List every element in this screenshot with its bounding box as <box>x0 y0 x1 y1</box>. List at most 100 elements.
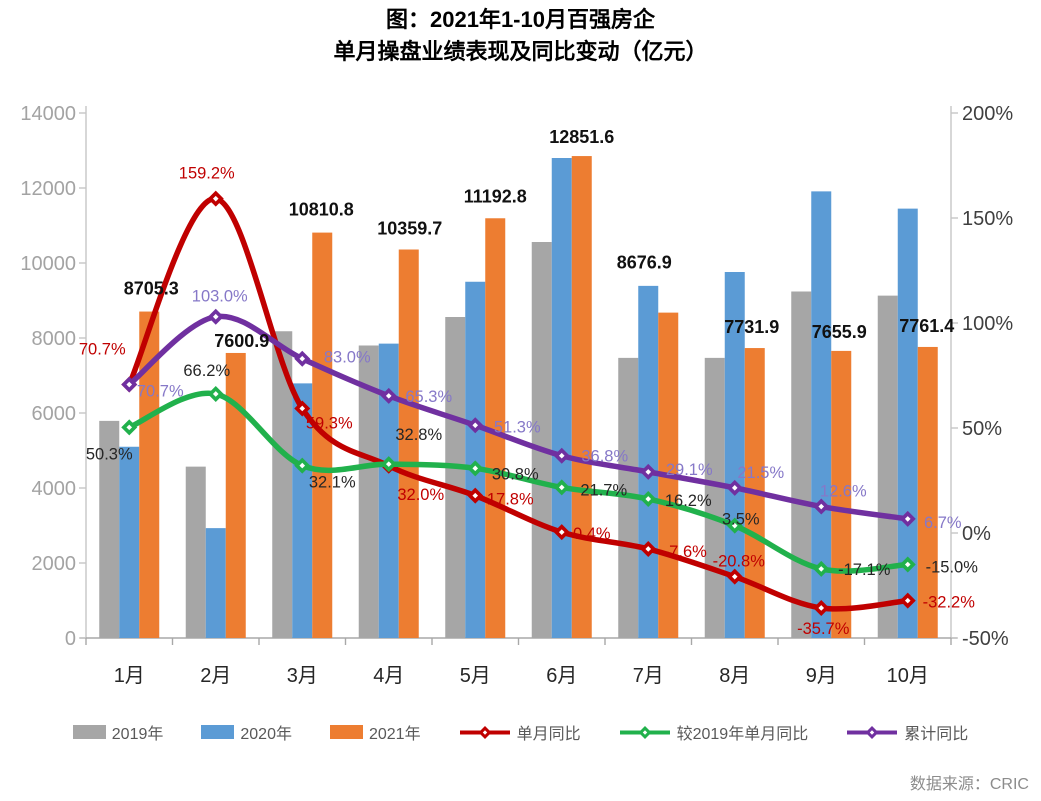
monthly-yoy-marker-dot-m2 <box>212 195 219 202</box>
legend-label: 2021年 <box>368 726 421 743</box>
legend-item-monthly-yoy: 单月同比 <box>459 720 581 744</box>
x-axis-label: 9月 <box>806 665 837 687</box>
vs-2019-monthly-yoy-marker-dot-m10 <box>904 561 911 568</box>
legend-label: 累计同比 <box>904 726 969 743</box>
monthly-yoy-label-m4: 32.0% <box>397 486 444 504</box>
bar-2020-m4 <box>378 343 399 638</box>
monthly-yoy-label-m7: -7.6% <box>664 543 707 561</box>
cumulative-yoy-line <box>126 313 911 522</box>
vs-2019-monthly-yoy-marker-dot-m9 <box>818 566 825 572</box>
bar-2019-m6 <box>531 242 552 638</box>
legend-line-marker <box>619 725 670 739</box>
monthly-yoy-label-m1: 70.7% <box>79 341 126 359</box>
bar-2019-m3 <box>272 331 293 638</box>
y-right-tick-label: 200% <box>962 103 1013 125</box>
bar-2021-value-label-m4: 10359.7 <box>377 219 442 239</box>
y-left-tick-label: 0 <box>65 628 76 650</box>
monthly-yoy-marker-dot-m8 <box>731 573 738 580</box>
monthly-yoy-label-m9: -35.7% <box>797 620 850 638</box>
y-left-tick-label: 8000 <box>32 328 77 350</box>
x-axis-label: 2月 <box>200 665 231 687</box>
bar-2020-m10 <box>897 208 918 638</box>
bar-2020-m6 <box>551 158 572 638</box>
bar-2021-m1 <box>139 311 160 638</box>
cumulative-yoy-marker-dot-m1 <box>126 381 133 388</box>
chart-legend: 2019年 2020年 2021年 单月同比 较2019年单月同比 累计同比 <box>0 720 1041 744</box>
vs-2019-monthly-yoy-label-m1: 50.3% <box>86 445 133 463</box>
y-left-tick-label: 4000 <box>32 478 77 500</box>
cumulative-yoy-marker-dot-m7 <box>645 469 652 475</box>
y-right-tick-label: 100% <box>962 313 1013 335</box>
vs-2019-monthly-yoy-label-m3: 32.1% <box>309 474 356 492</box>
cumulative-yoy-label-m7: 29.1% <box>666 461 713 479</box>
cumulative-yoy-label-m1: 70.7% <box>137 383 184 401</box>
monthly-yoy-marker-dot-m5 <box>472 492 479 499</box>
vs-2019-monthly-yoy-marker-dot-m8 <box>731 522 738 529</box>
legend-item-cumulative-yoy: 累计同比 <box>846 720 968 744</box>
cumulative-yoy-marker-dot-m10 <box>904 516 911 522</box>
cumulative-yoy-label-m10: 6.7% <box>924 514 962 532</box>
bar-2021-value-label-m9: 7655.9 <box>812 322 867 342</box>
y-left-tick-label: 6000 <box>32 403 77 425</box>
vs-2019-monthly-yoy-marker-dot-m1 <box>126 424 133 431</box>
monthly-yoy-label-m10: -32.2% <box>923 594 976 612</box>
legend-item-vs-2019-monthly-yoy: 较2019年单月同比 <box>619 720 809 744</box>
bar-2021-value-label-m7: 8676.9 <box>617 253 672 273</box>
vs-2019-monthly-yoy-label-m7: 16.2% <box>665 492 712 510</box>
vs-2019-monthly-yoy-label-m10: -15.0% <box>926 559 979 577</box>
bar-2020-m5 <box>465 281 486 638</box>
bar-2019-m9 <box>791 291 812 638</box>
bar-2021-value-label-m2: 7600.9 <box>214 331 269 351</box>
monthly-yoy-marker-dot-m7 <box>645 546 652 552</box>
vs-2019-monthly-yoy-marker-dot-m5 <box>472 465 479 472</box>
cumulative-yoy-label-m6: 36.8% <box>581 448 628 466</box>
monthly-yoy-marker-dot-m9 <box>818 605 825 611</box>
monthly-yoy-label-m3: 59.3% <box>306 414 353 432</box>
bar-2021-m4 <box>398 249 419 639</box>
vs-2019-monthly-yoy-line <box>126 390 911 574</box>
bar-2021-m9 <box>831 350 852 638</box>
bar-2020-m3 <box>292 383 313 638</box>
bar-2021-value-label-m6: 12851.6 <box>549 127 614 147</box>
data-source-label: 数据来源：CRIC <box>909 776 1029 793</box>
vs-2019-monthly-yoy-label-m9: -17.1% <box>838 561 891 579</box>
cumulative-yoy-label-m2: 103.0% <box>192 288 248 306</box>
legend-label: 2020年 <box>240 726 292 743</box>
bar-2021-value-label-m8: 7731.9 <box>724 317 779 337</box>
cumulative-yoy-marker-dot-m6 <box>558 452 565 459</box>
monthly-yoy-marker-dot-m6 <box>558 529 565 535</box>
bar-2019-m10 <box>877 295 898 638</box>
bar-2020-m9 <box>811 191 832 638</box>
y-right-tick-label: 150% <box>962 208 1013 230</box>
bar-2021-m10 <box>917 346 938 638</box>
monthly-yoy-label-m5: 17.8% <box>487 491 534 509</box>
x-axis-label: 4月 <box>373 665 404 687</box>
cumulative-yoy-marker-dot-m3 <box>299 355 306 362</box>
y-left-tick-label: 14000 <box>20 103 76 125</box>
vs-2019-monthly-yoy-label-m4: 32.8% <box>395 426 442 444</box>
monthly-yoy-label-m8: -20.8% <box>713 553 766 571</box>
legend-item-2020: 2020年 <box>201 720 292 744</box>
monthly-yoy-label-m6: 0.4% <box>573 525 611 543</box>
legend-swatch <box>201 725 235 739</box>
monthly-yoy-line <box>126 195 911 612</box>
bar-2021-value-label-m1: 8705.3 <box>124 279 179 299</box>
bar-2020-m8 <box>724 272 745 638</box>
cumulative-yoy-marker-dot-m4 <box>385 393 392 399</box>
legend-swatch <box>329 725 363 739</box>
legend-label: 较2019年单月同比 <box>676 726 809 743</box>
legend-item-2021: 2021年 <box>329 720 421 744</box>
bar-2019-m2 <box>185 466 206 638</box>
monthly-yoy-label-m2: 159.2% <box>179 165 235 183</box>
vs-2019-monthly-yoy-marker-dot-m4 <box>385 461 392 467</box>
chart-title-line1: 图：2021年1-10月百强房企 <box>386 7 655 32</box>
bar-2020-m1 <box>119 446 140 638</box>
vs-2019-monthly-yoy-label-m5: 30.8% <box>492 465 539 483</box>
y-left-tick-label: 10000 <box>20 253 76 275</box>
cumulative-yoy-marker-dot-m9 <box>818 503 825 510</box>
cumulative-yoy-label-m8: 21.5% <box>737 464 784 482</box>
bar-2021-m2 <box>225 352 246 638</box>
bar-2021-m5 <box>485 218 506 638</box>
